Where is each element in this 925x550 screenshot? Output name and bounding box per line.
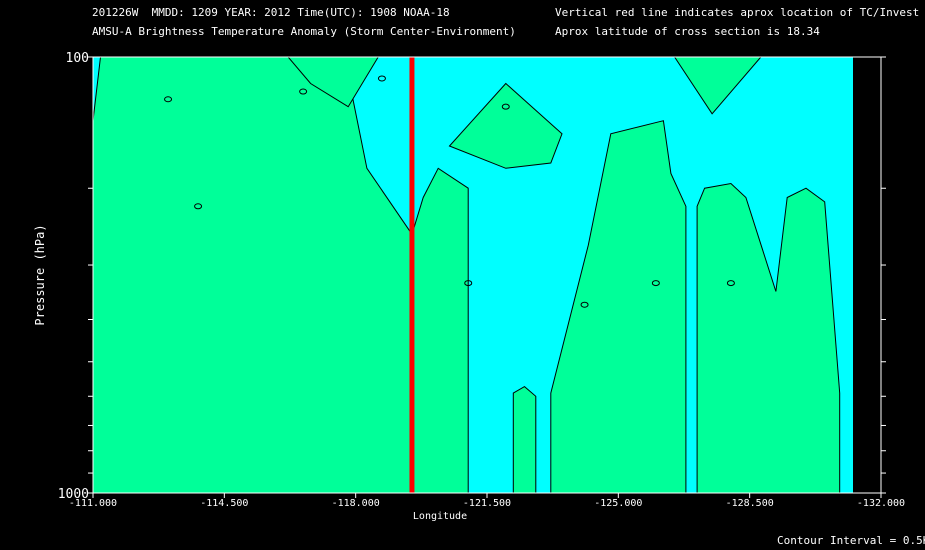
contour-label-oval — [726, 280, 735, 287]
warm-region-rise-1 — [411, 167, 469, 494]
x-axis-label: Longitude — [413, 511, 467, 522]
x-axis: -111.000 -114.500 -118.000 -121.500 -125.000… — [69, 493, 905, 509]
contour-label-oval — [164, 96, 173, 103]
header-note-line: Vertical red line indicates aprox locati… — [555, 6, 920, 19]
x-tick-label: -121.500 — [463, 498, 511, 509]
contour-labels — [164, 75, 735, 308]
y-axis-label: Pressure (hPa) — [33, 224, 47, 325]
header-product-line: AMSU-A Brightness Temperature Anomaly (S… — [92, 25, 516, 38]
x-tick-label: -132.000 — [857, 498, 905, 509]
warm-region-top-mid — [448, 82, 563, 169]
y-tick-label: 1000 — [58, 487, 89, 502]
y-tick-label: 100 — [66, 51, 89, 66]
x-tick-label: -128.500 — [726, 498, 774, 509]
contour-interval-note: Contour Interval = 0.5K — [777, 534, 925, 547]
contour-label-oval — [651, 280, 660, 287]
warm-region-narrow-band — [512, 385, 537, 494]
contour-label-oval — [377, 75, 386, 82]
warm-anomaly-regions — [92, 56, 841, 494]
contour-label-oval — [194, 203, 203, 210]
contour-label-oval — [580, 301, 589, 308]
y-axis: 100 1000 — [58, 51, 886, 502]
header-latitude-line: Aprox latitude of cross section is 18.34 — [555, 25, 820, 38]
contour-label-oval — [501, 103, 510, 110]
x-tick-label: -118.000 — [332, 498, 380, 509]
x-tick-label: -125.000 — [594, 498, 642, 509]
header-title-line: 201226W MMDD: 1209 YEAR: 2012 Time(UTC):… — [92, 6, 450, 19]
contour-label-oval — [299, 88, 308, 95]
contour-label-oval — [464, 280, 473, 287]
right-blank-area — [853, 57, 881, 493]
x-tick-label: -114.500 — [200, 498, 248, 509]
x-tick-label: -111.000 — [69, 498, 117, 509]
